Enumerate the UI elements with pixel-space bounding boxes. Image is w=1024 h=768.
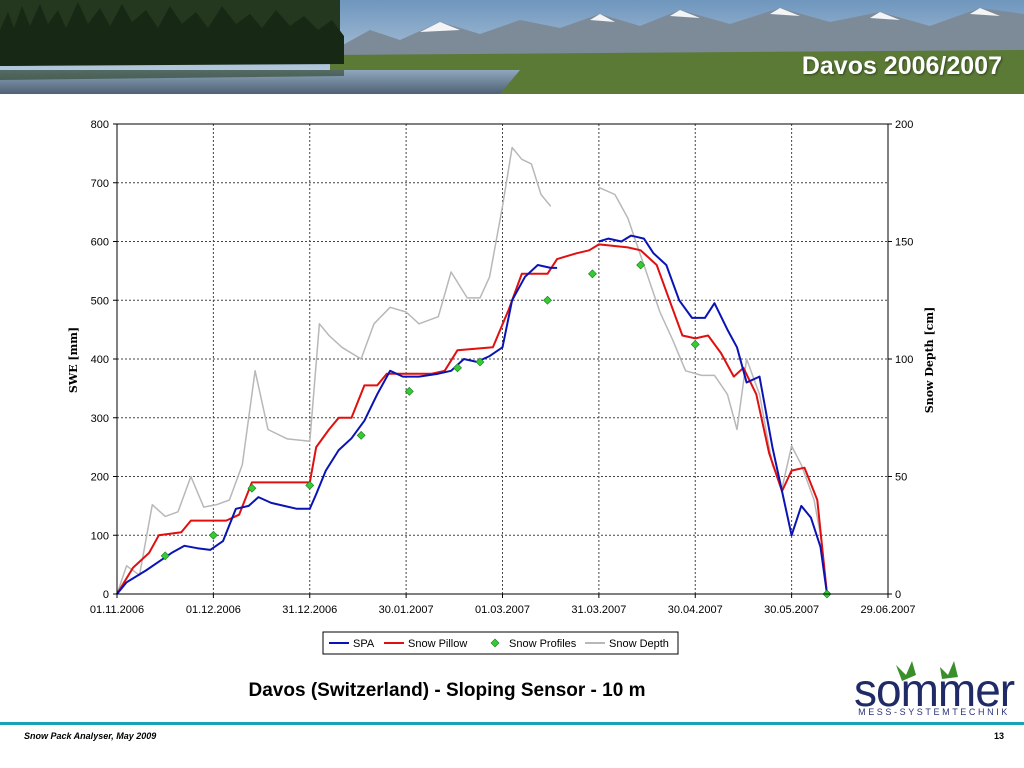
header-banner — [0, 0, 1024, 94]
x-tick-label: 30.01.2007 — [379, 604, 434, 616]
chart-caption: Davos (Switzerland) - Sloping Sensor - 1… — [248, 680, 646, 701]
page-number: 13 — [993, 731, 1004, 741]
profile-marker — [588, 269, 597, 279]
chart-series — [116, 146, 832, 599]
y2-tick-label: 50 — [895, 472, 907, 484]
series-line-snow-depth — [116, 146, 828, 595]
profile-marker — [690, 339, 700, 349]
profile-marker — [247, 483, 257, 493]
y-tick-label: 400 — [91, 354, 109, 366]
chart-axes: 01.11.2006 01.12.2006 31.12.2006 30.01.2007… — [90, 119, 916, 616]
x-tick-label: 01.12.2006 — [186, 604, 241, 616]
y-tick-label: 600 — [91, 237, 109, 249]
y-tick-label: 500 — [91, 295, 109, 307]
y2-tick-label: 200 — [895, 119, 913, 131]
sommer-logo: sommer MESS-SYSTEMTECHNIK — [848, 655, 1018, 723]
profile-marker — [305, 480, 315, 490]
swe-chart: 01.11.2006 01.12.2006 31.12.2006 30.01.2007… — [67, 119, 936, 655]
legend-label-spa: SPA — [353, 638, 375, 650]
y2-tick-label: 150 — [895, 237, 913, 249]
logo-tagline: MESS-SYSTEMTECHNIK — [858, 707, 1010, 717]
legend-swatch-snow-profiles — [490, 638, 500, 648]
legend-label-snow-depth: Snow Depth — [609, 638, 669, 650]
x-tick-label: 29.06.2007 — [860, 604, 915, 616]
chart-container: 01.11.2006 01.12.2006 31.12.2006 30.01.2007… — [0, 100, 1024, 670]
slide-title: Davos 2006/2007 — [801, 52, 1002, 80]
y-tick-label: 300 — [91, 413, 109, 425]
chart-legend: SPA Snow Pillow Snow Profiles Snow Depth — [322, 631, 679, 655]
y2-tick-label: 0 — [895, 589, 901, 601]
y-tick-label: 800 — [91, 119, 109, 131]
y2-axis-label: Snow Depth [cm] — [923, 307, 936, 413]
x-tick-label: 31.03.2007 — [571, 604, 626, 616]
series-line-spa — [116, 234, 828, 595]
x-tick-label: 31.12.2006 — [282, 604, 337, 616]
x-tick-label: 30.05.2007 — [764, 604, 819, 616]
legend-label-snow-profiles: Snow Profiles — [509, 638, 577, 650]
legend-box — [322, 631, 679, 655]
series-line-snow-pillow — [116, 243, 828, 595]
chart-grid — [117, 124, 888, 594]
plot-frame — [116, 123, 889, 595]
y-tick-label: 700 — [91, 178, 109, 190]
y-tick-label: 100 — [91, 530, 109, 542]
x-tick-label: 30.04.2007 — [668, 604, 723, 616]
footer-divider — [0, 722, 1024, 725]
sommer-logo-mark — [896, 661, 958, 681]
profile-marker — [208, 530, 218, 540]
profile-marker — [543, 295, 552, 305]
y-tick-label: 0 — [103, 589, 109, 601]
y-axis-label: SWE [mm] — [67, 327, 80, 393]
profile-marker — [453, 363, 462, 373]
x-tick-label: 01.03.2007 — [475, 604, 530, 616]
landscape-banner-image — [0, 0, 1024, 94]
profile-marker — [636, 260, 646, 270]
profile-marker — [160, 551, 170, 561]
y2-tick-label: 100 — [895, 354, 913, 366]
footer-text: Snow Pack Analyser, May 2009 — [24, 731, 157, 741]
profile-marker — [404, 386, 414, 396]
legend-label-snow-pillow: Snow Pillow — [408, 638, 467, 650]
x-tick-label: 01.11.2006 — [90, 604, 144, 616]
y-tick-label: 200 — [91, 472, 109, 484]
profile-marker — [356, 430, 366, 440]
logo-wordmark: sommer — [854, 664, 1015, 716]
profile-marker — [475, 357, 485, 367]
